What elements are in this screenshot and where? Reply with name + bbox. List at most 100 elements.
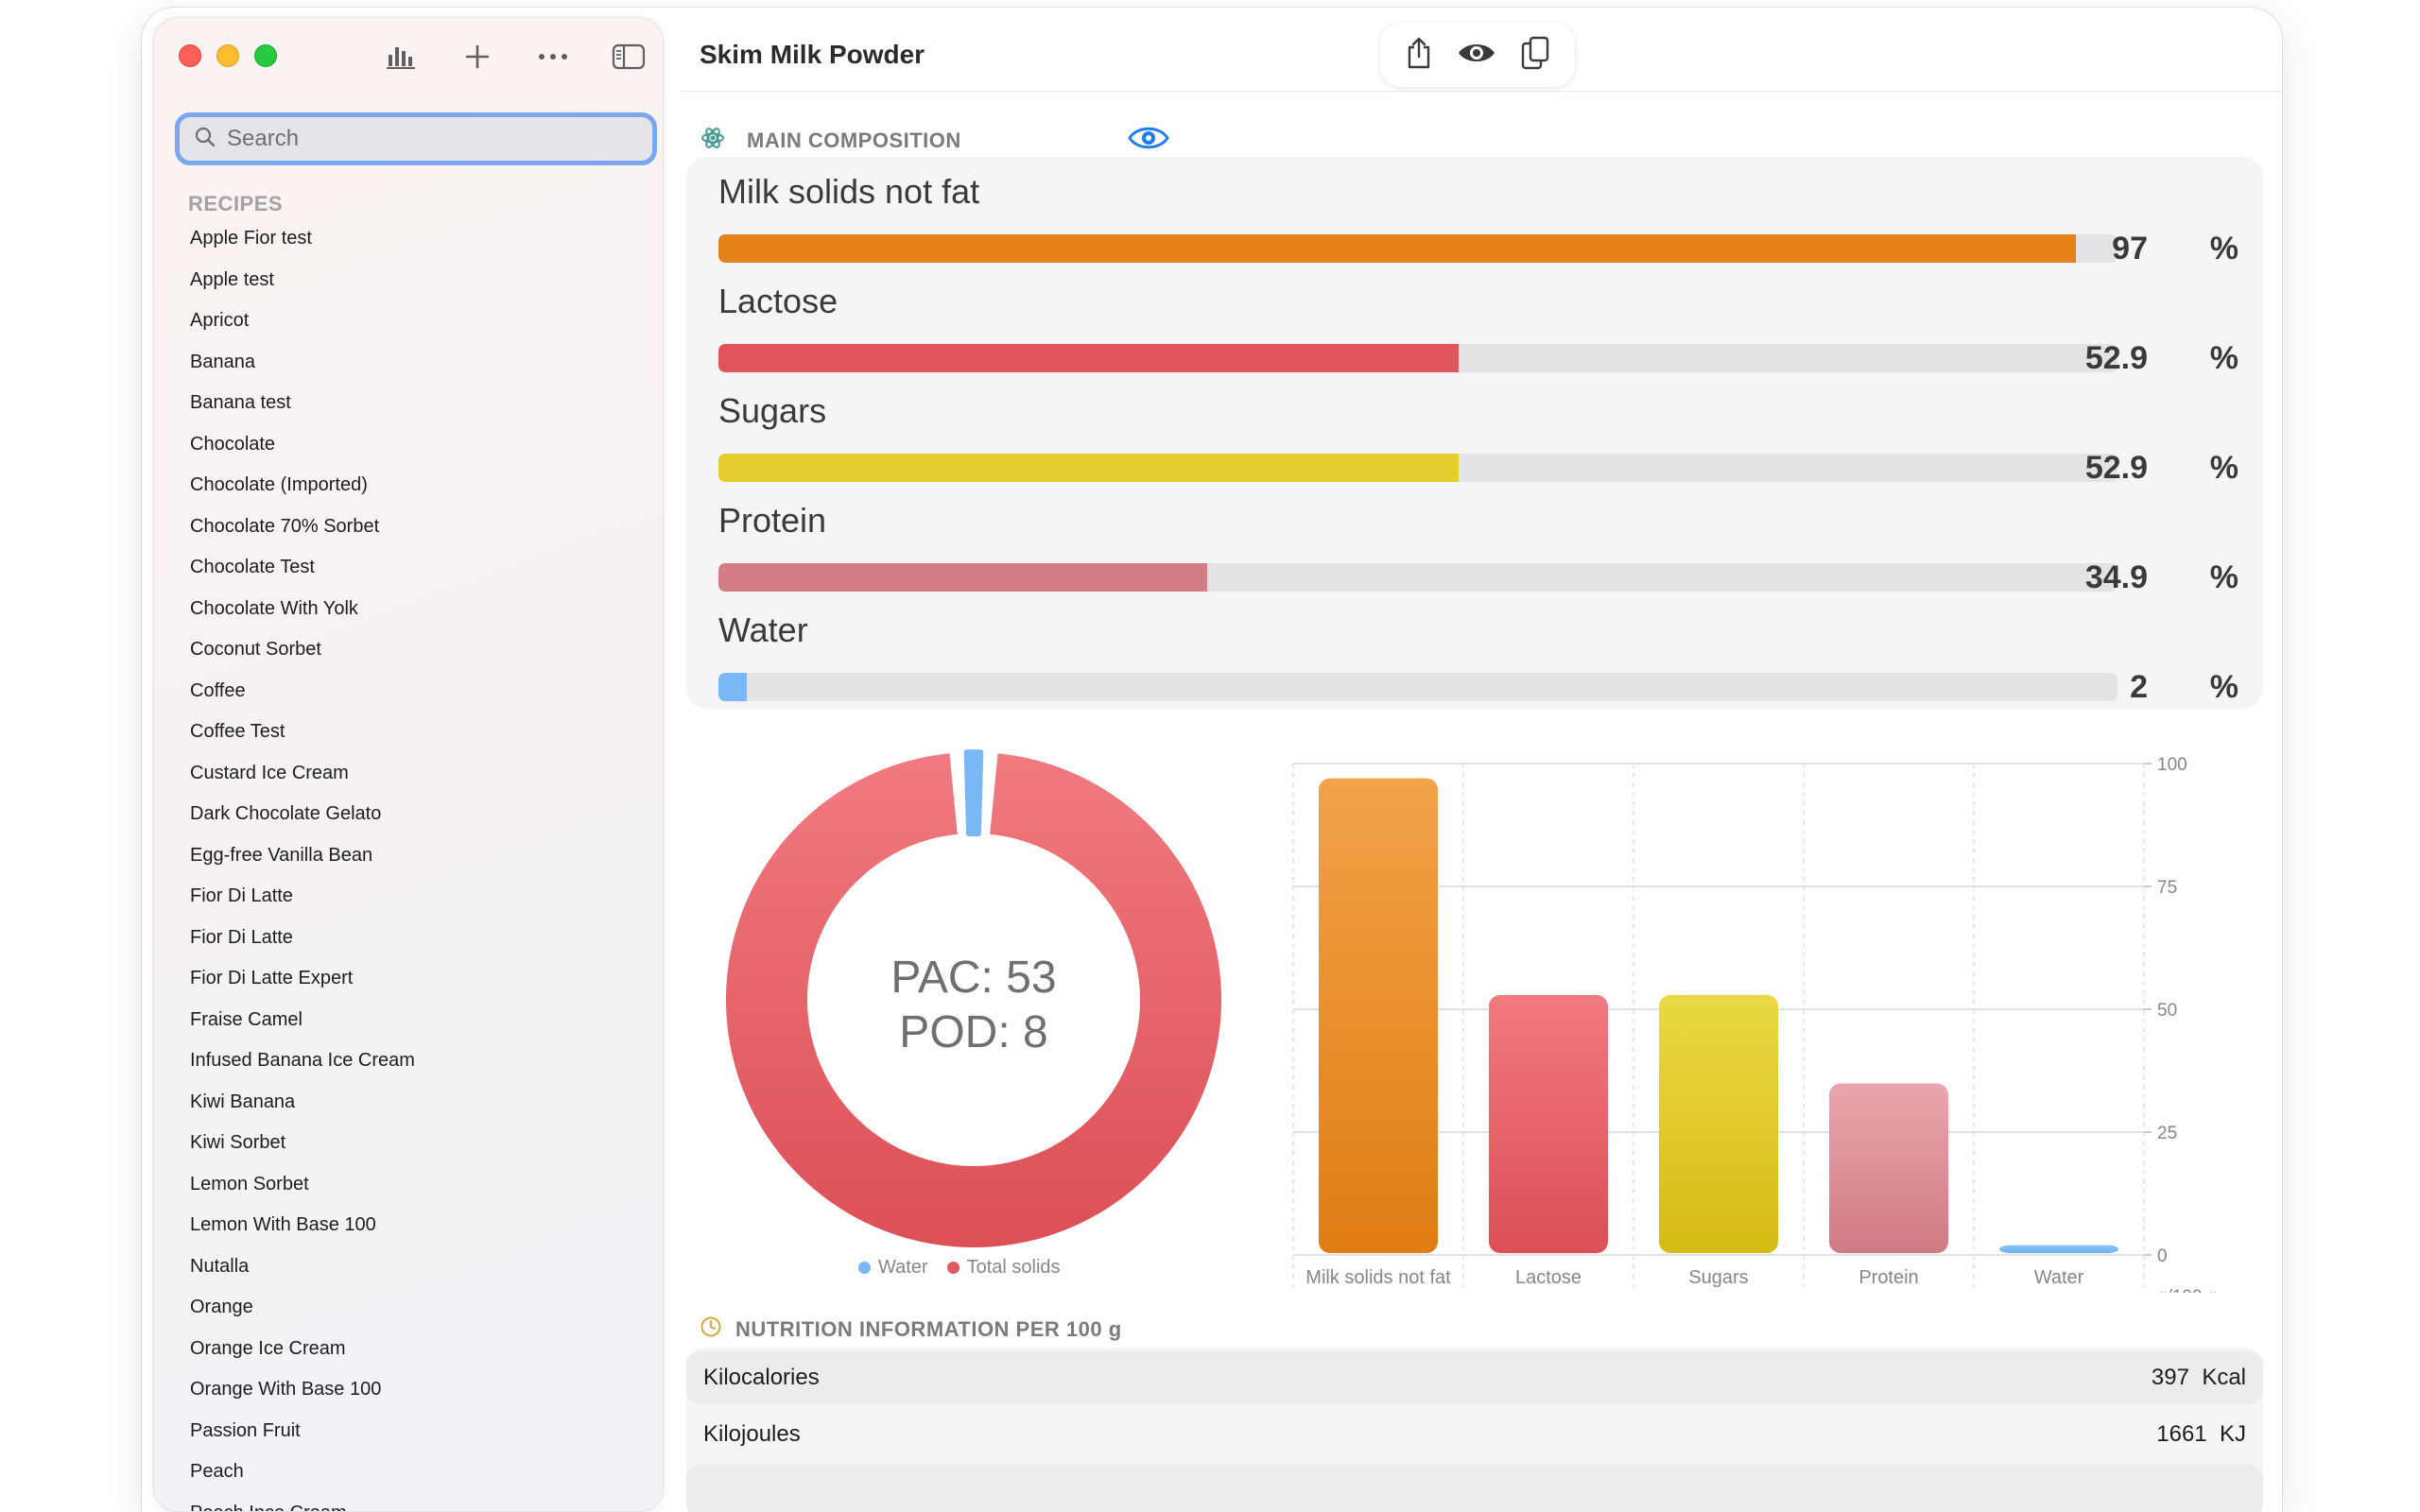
sidebar-recipe-item[interactable]: Nutalla xyxy=(190,1255,250,1277)
legend-label: Total solids xyxy=(966,1257,1061,1278)
nutrition-card: Kilocalories 397 Kcal Kilojoules 1661 KJ xyxy=(686,1348,2263,1512)
donut-slice-total-solids xyxy=(726,753,1221,1247)
zoom-window-button[interactable] xyxy=(254,44,277,67)
nutrition-unit: KJ xyxy=(2219,1421,2246,1447)
nutrition-label: Kilojoules xyxy=(703,1421,801,1447)
sidebar-recipe-item[interactable]: Chocolate 70% Sorbet xyxy=(190,515,380,537)
sidebar-recipe-item[interactable]: Apple Fior test xyxy=(190,228,312,249)
copy-icon[interactable] xyxy=(1520,35,1550,76)
sidebar: RECIPES Apple Fior test Apple test Apricot… xyxy=(153,17,664,1512)
plus-icon[interactable] xyxy=(457,41,498,73)
bar-sugars xyxy=(1659,994,1778,1253)
legend-item-water: Water xyxy=(858,1257,928,1279)
progress-track xyxy=(718,234,2118,263)
metric-value: 2 xyxy=(2130,669,2148,705)
sidebar-recipe-item[interactable]: Banana xyxy=(190,351,255,372)
header-divider xyxy=(681,91,2282,92)
nutrition-row-partial xyxy=(686,1465,2263,1512)
sidebar-recipe-item[interactable]: Coffee xyxy=(190,679,246,701)
progress-fill xyxy=(718,344,1459,372)
progress-track xyxy=(718,563,2118,592)
sidebar-recipe-item[interactable]: Orange With Base 100 xyxy=(190,1379,382,1400)
search-icon xyxy=(195,127,216,152)
progress-fill xyxy=(718,454,1459,482)
search-field[interactable] xyxy=(175,112,657,165)
sidebar-recipe-item[interactable]: Fior Di Latte xyxy=(190,926,293,948)
sidebar-recipe-item[interactable]: Peach xyxy=(190,1461,244,1482)
sidebar-recipe-item[interactable]: Dark Chocolate Gelato xyxy=(190,803,382,824)
metric-value: 34.9 xyxy=(2084,559,2148,595)
sidebar-recipe-item[interactable]: Kiwi Sorbet xyxy=(190,1132,286,1153)
sidebar-recipe-item[interactable]: Fior Di Latte xyxy=(190,885,293,906)
y-axis-unit: g/100 g xyxy=(2157,1287,2217,1293)
legend-dot xyxy=(946,1262,959,1275)
sidebar-recipe-item[interactable]: Chocolate (Imported) xyxy=(190,474,368,495)
x-tick-label: Lactose xyxy=(1515,1267,1582,1288)
sidebar-recipe-item[interactable]: Egg-free Vanilla Bean xyxy=(190,844,373,866)
main-composition-title: MAIN COMPOSITION xyxy=(747,129,961,152)
sidebar-toggle-icon[interactable] xyxy=(608,41,649,73)
legend-item-total-solids: Total solids xyxy=(946,1257,1061,1279)
metric-value: 52.9 xyxy=(2084,340,2148,376)
nutrition-number: 1661 xyxy=(2156,1421,2207,1447)
sidebar-recipe-item[interactable]: Orange xyxy=(190,1297,253,1317)
bar-protein xyxy=(1829,1083,1948,1253)
metric-value: 52.9 xyxy=(2084,450,2148,486)
y-tick-label: 75 xyxy=(2157,878,2177,898)
metric-label: Lactose xyxy=(718,282,838,320)
nutrition-row: Kilojoules 1661 KJ xyxy=(686,1408,2263,1461)
legend-dot xyxy=(858,1262,871,1275)
sidebar-recipe-item[interactable]: Peach Ince Cream xyxy=(190,1499,644,1512)
composition-bar-chart: 0 25 50 75 100 g/100 g Milk solids not fat Lact… xyxy=(1286,745,2240,1307)
sidebar-recipe-item[interactable]: Orange Ice Cream xyxy=(190,1337,346,1359)
x-tick-label: Water xyxy=(2034,1267,2084,1288)
sidebar-recipe-item[interactable]: Chocolate With Yolk xyxy=(190,597,358,619)
bar-lactose xyxy=(1489,994,1608,1253)
search-input[interactable] xyxy=(227,126,624,152)
progress-fill xyxy=(718,234,2076,263)
sidebar-recipe-item[interactable]: Fior Di Latte Expert xyxy=(190,968,354,988)
sidebar-recipe-item[interactable]: Banana test xyxy=(190,392,291,413)
sidebar-recipe-item[interactable]: Chocolate Test xyxy=(190,557,315,577)
pod-label: POD: 8 xyxy=(899,1007,1047,1057)
sidebar-recipe-item[interactable]: Chocolate xyxy=(190,433,276,455)
sidebar-recipe-item[interactable]: Coconut Sorbet xyxy=(190,639,321,660)
sidebar-recipe-item[interactable]: Infused Banana Ice Cream xyxy=(190,1050,415,1071)
sidebar-recipe-item[interactable]: Lemon With Base 100 xyxy=(190,1214,376,1235)
eye-icon[interactable] xyxy=(1457,40,1496,71)
metric-unit: % xyxy=(2209,669,2238,705)
close-window-button[interactable] xyxy=(179,44,201,67)
minimize-window-button[interactable] xyxy=(216,44,239,67)
recipe-list: Apple Fior test Apple test Apricot Banana Ba… xyxy=(190,224,644,1512)
bar-water xyxy=(1999,1245,2118,1253)
sidebar-recipe-item[interactable]: Apple test xyxy=(190,268,274,290)
pac-label: PAC: 53 xyxy=(890,953,1056,1003)
metric-unit: % xyxy=(2209,559,2238,595)
bar-milk-solids-not-fat xyxy=(1319,778,1438,1253)
y-tick-label: 25 xyxy=(2157,1124,2177,1143)
sidebar-recipe-item[interactable]: Kiwi Banana xyxy=(190,1091,296,1112)
sidebar-recipe-item[interactable]: Passion Fruit xyxy=(190,1419,301,1441)
share-icon[interactable] xyxy=(1405,36,1433,75)
sidebar-recipe-item[interactable]: Coffee Test xyxy=(190,721,285,742)
y-tick-label: 0 xyxy=(2157,1246,2168,1266)
metric-label: Sugars xyxy=(718,391,827,430)
sidebar-recipe-item[interactable]: Custard Ice Cream xyxy=(190,762,349,783)
sidebar-recipe-item[interactable]: Lemon Sorbet xyxy=(190,1173,309,1194)
progress-track xyxy=(718,344,2118,372)
visibility-eye-icon[interactable] xyxy=(1127,123,1170,158)
x-tick-label: Milk solids not fat xyxy=(1305,1267,1451,1288)
metric-unit: % xyxy=(2209,231,2238,266)
bar-chart-svg: 0 25 50 75 100 g/100 g Milk solids not fat Lact… xyxy=(1292,755,2217,1307)
sidebar-recipe-item[interactable]: Fraise Camel xyxy=(190,1008,302,1030)
nutrition-value: 1661 KJ xyxy=(2156,1421,2246,1448)
clock-icon xyxy=(700,1315,722,1343)
chart-icon[interactable] xyxy=(381,41,423,73)
metric-unit: % xyxy=(2209,340,2238,376)
nutrition-value: 397 Kcal xyxy=(2152,1365,2246,1391)
progress-fill xyxy=(718,563,1207,592)
ellipsis-icon[interactable] xyxy=(532,41,574,73)
sidebar-recipe-item[interactable]: Apricot xyxy=(190,310,250,331)
nutrition-title: NUTRITION INFORMATION PER 100 g xyxy=(735,1317,1122,1341)
legend-label: Water xyxy=(878,1257,928,1278)
